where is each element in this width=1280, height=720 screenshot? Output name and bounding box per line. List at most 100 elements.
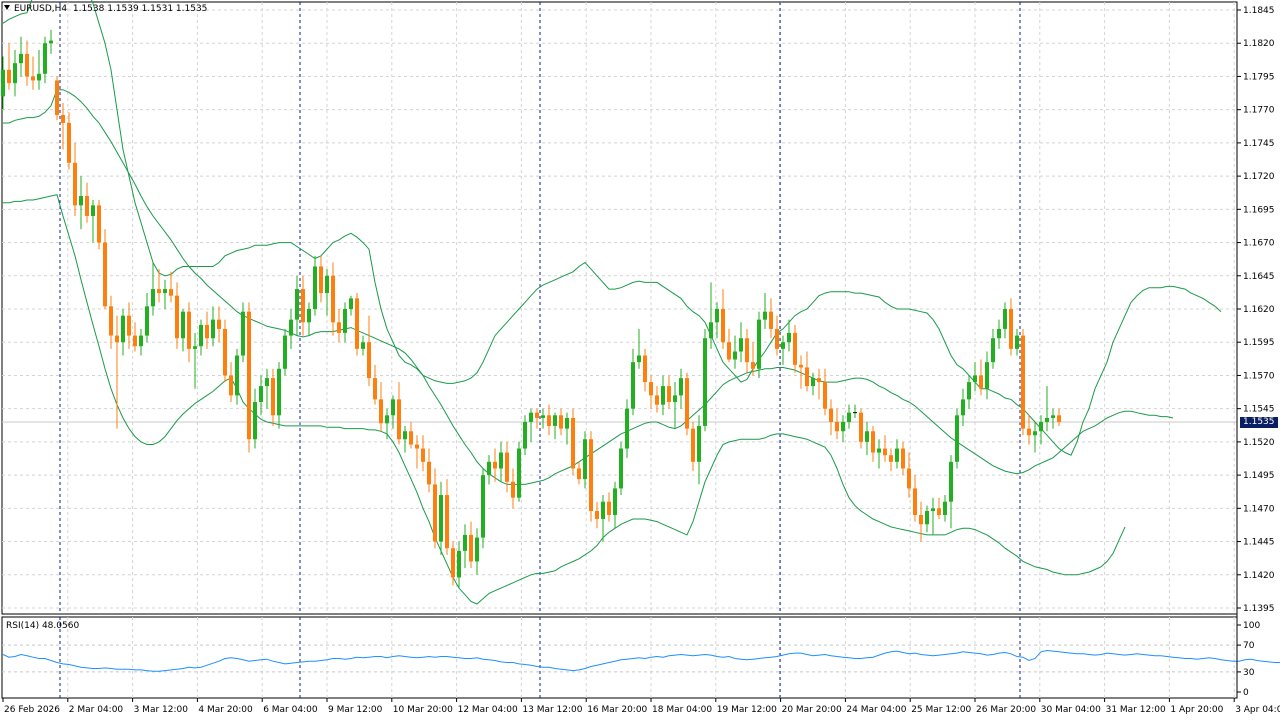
candle-body [1057, 415, 1061, 422]
candle-body [259, 386, 263, 403]
candle-body [523, 421, 527, 449]
candle-body [163, 289, 167, 294]
candle-body [1051, 415, 1055, 418]
candle-body [631, 362, 635, 409]
candle-body [331, 275, 335, 323]
candle-body [241, 311, 245, 356]
candle-body [991, 338, 995, 363]
price-label: 1.1520 [1243, 438, 1275, 448]
candle-body [859, 412, 863, 442]
candle-body [559, 415, 563, 429]
candle-body [271, 378, 275, 416]
candle-body [919, 514, 923, 525]
candle-body [865, 431, 869, 442]
rsi-level-label: 30 [1243, 668, 1255, 678]
candle-body [205, 324, 209, 339]
candle-body [913, 488, 917, 515]
candle-body [955, 415, 959, 462]
candle-body [1045, 417, 1049, 422]
candle-body [493, 461, 497, 469]
candle-body [43, 43, 47, 74]
candle-body [553, 415, 557, 426]
time-label: 10 Mar 20:00 [393, 705, 453, 715]
candle-body [835, 421, 839, 432]
candle-body [409, 431, 413, 445]
candle-body [745, 338, 749, 363]
candle-body [541, 415, 545, 418]
candle-body [775, 328, 779, 349]
candle-body [385, 415, 389, 424]
candle-body [967, 382, 971, 400]
candle-body [973, 375, 977, 383]
candle-body [415, 444, 419, 449]
candle-body [247, 311, 251, 440]
candle-body [217, 319, 221, 329]
time-label: 26 Mar 20:00 [976, 705, 1036, 715]
candle-body [925, 510, 929, 525]
candle-body [73, 162, 77, 206]
candle-body [847, 412, 851, 422]
candle-body [565, 417, 569, 429]
candle-body [343, 309, 347, 333]
candle-body [373, 378, 377, 400]
candle-body [445, 495, 449, 549]
candle-body [997, 328, 1001, 339]
time-label: 13 Mar 12:00 [522, 705, 582, 715]
candle-body [349, 298, 353, 309]
time-label: 2 Mar 04:00 [69, 705, 124, 715]
candle-body [877, 448, 881, 453]
candle-body [427, 461, 431, 485]
rsi-pane[interactable] [1, 616, 1280, 699]
time-label: 20 Mar 20:00 [782, 705, 842, 715]
rsi-level-label: 70 [1243, 641, 1255, 651]
time-axis: 26 Feb 2026 2 Mar 04:00 3 Mar 12:00 4 Mar 2… [2, 698, 1280, 715]
candle-body [223, 328, 227, 376]
candle-body [157, 289, 161, 294]
candle-body [667, 386, 671, 403]
bollinger-middle [3, 89, 1174, 485]
candle-body [235, 355, 239, 396]
candle-body [25, 53, 29, 77]
candle-body [949, 461, 953, 502]
candle-body [547, 415, 551, 426]
candle-body [733, 351, 737, 360]
candle-body [319, 266, 323, 294]
candle-body [571, 417, 575, 469]
candle-body [1009, 309, 1013, 349]
candle-body [403, 431, 407, 440]
time-label: 6 Mar 04:00 [263, 705, 318, 715]
candle-body [643, 355, 647, 383]
candle-body [355, 298, 359, 349]
candle-body [673, 395, 677, 403]
rsi-level-label: 0 [1243, 688, 1249, 698]
candle-body [229, 375, 233, 396]
candle-body [595, 510, 599, 519]
price-pane[interactable] [1, 0, 1238, 615]
candle-body [211, 319, 215, 339]
chevron-down-icon[interactable] [4, 5, 10, 10]
candle-body [361, 342, 365, 349]
candle-body [451, 548, 455, 578]
time-label: 30 Mar 04:00 [1041, 705, 1101, 715]
candle-body [505, 452, 509, 482]
price-label: 1.1395 [1243, 604, 1275, 614]
candle-body [289, 319, 293, 336]
candle-body [781, 342, 785, 349]
candle-body [67, 122, 71, 163]
price-label: 1.1645 [1243, 272, 1275, 282]
candle-body [1039, 421, 1043, 432]
candle-body [895, 448, 899, 462]
candle-body [937, 508, 941, 515]
candle-body [979, 375, 983, 389]
candle-body [487, 461, 491, 476]
candle-body [463, 534, 467, 551]
candle-body [151, 289, 155, 307]
candle-body [529, 412, 533, 422]
candle-body [325, 275, 329, 294]
candle-body [805, 367, 809, 387]
candle-body [793, 332, 797, 365]
candle-body [187, 311, 191, 349]
price-label: 1.1670 [1243, 239, 1275, 249]
